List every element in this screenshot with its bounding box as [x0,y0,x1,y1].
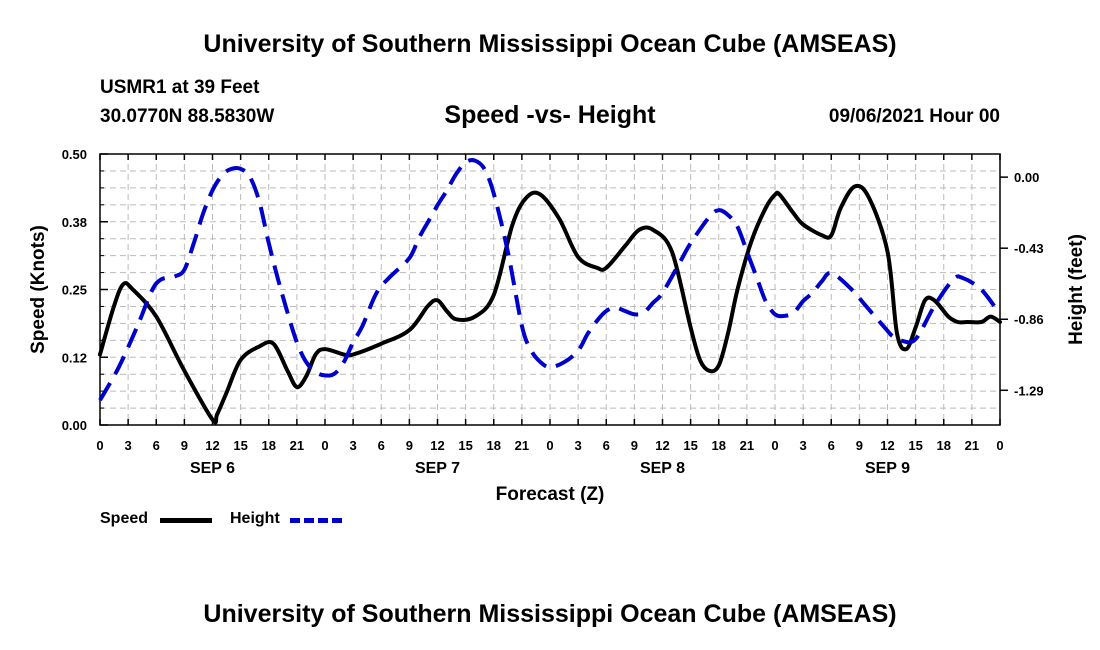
day-label: SEP 8 [640,460,685,477]
forecast-datetime: 09/06/2021 Hour 00 [828,106,1000,127]
x-tick-label: 0 [546,438,553,453]
y-tick-label: 0.25 [62,283,87,298]
x-tick-label: 6 [828,438,835,453]
y-tick-label: 0.00 [62,418,87,433]
x-tick-label: 21 [965,438,979,453]
x-tick-label: 15 [683,438,697,453]
legend-speed-label: Speed [100,510,149,527]
x-axis-label: Forecast (Z) [496,484,605,505]
y-axis-label: Speed (Knots) [28,225,49,354]
day-label: SEP 9 [865,460,910,477]
x-tick-label: 6 [378,438,385,453]
x-tick-label: 18 [712,438,726,453]
x-tick-label: 15 [908,438,922,453]
legend-height-label: Height [230,510,280,527]
x-tick-label: 6 [603,438,610,453]
legend-speed-swatch [160,518,212,523]
x-tick-label: 3 [350,438,357,453]
chart-title-top: University of Southern Mississippi Ocean… [203,30,897,58]
x-tick-label: 9 [631,438,638,453]
x-tick-label: 18 [262,438,276,453]
x-tick-label: 3 [575,438,582,453]
x-tick-label: 21 [515,438,529,453]
x-tick-label: 12 [880,438,894,453]
station-label: USMR1 at 39 Feet [100,77,260,98]
x-tick-label: 12 [430,438,444,453]
series-line-speed [98,183,1002,425]
x-tick-label: 9 [406,438,413,453]
x-tick-label: 9 [856,438,863,453]
x-tick-label: 0 [321,438,328,453]
x-tick-label: 12 [205,438,219,453]
chart-subtitle: Speed -vs- Height [444,101,656,129]
y2-axis-label: Height (feet) [1066,234,1087,345]
x-tick-label: 15 [458,438,472,453]
x-tick-label: 0 [96,438,103,453]
series-line-height [98,158,1002,402]
y2-tick-label: -0.86 [1014,312,1044,327]
x-tick-label: 0 [996,438,1003,453]
x-tick-label: 0 [771,438,778,453]
chart-title-bottom: University of Southern Mississippi Ocean… [203,600,897,628]
x-tick-label: 3 [800,438,807,453]
x-tick-label: 3 [125,438,132,453]
x-tick-label: 18 [937,438,951,453]
x-tick-label: 18 [487,438,501,453]
station-coords: 30.0770N 88.5830W [100,106,275,127]
x-tick-label: 9 [181,438,188,453]
x-tick-label: 6 [153,438,160,453]
y-tick-label: 0.50 [62,147,87,162]
y2-tick-label: -0.43 [1014,241,1044,256]
y-tick-label: 0.38 [62,215,87,230]
y2-tick-label: -1.29 [1014,383,1044,398]
day-label: SEP 7 [415,460,460,477]
legend-height-swatch [290,518,342,523]
day-label: SEP 6 [190,460,235,477]
x-tick-label: 21 [740,438,754,453]
x-tick-label: 12 [655,438,669,453]
x-tick-label: 15 [233,438,247,453]
y2-tick-label: 0.00 [1014,170,1039,185]
y-tick-label: 0.12 [62,350,87,365]
x-tick-label: 21 [290,438,304,453]
